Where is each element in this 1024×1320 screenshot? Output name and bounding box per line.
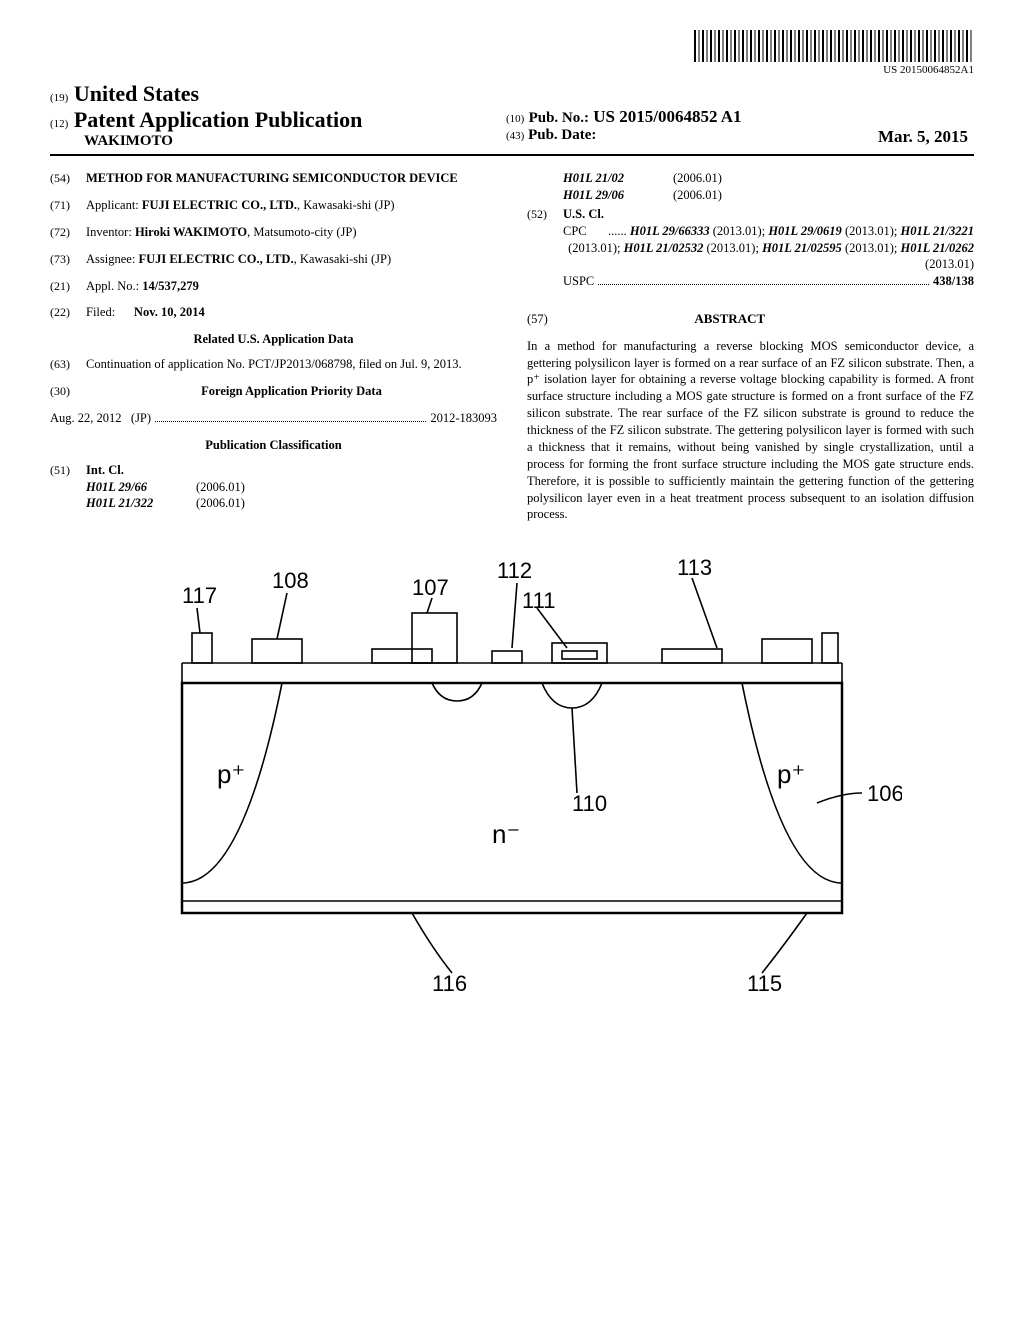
applicant-label: Applicant: <box>86 198 139 212</box>
applicant-loc: Kawasaki-shi (JP) <box>303 198 394 212</box>
assignee-label: Assignee: <box>86 252 135 266</box>
fig-label-nminus: n⁻ <box>492 819 520 849</box>
fig-label-117: 117 <box>182 583 217 608</box>
fig-label-116: 116 <box>432 971 467 993</box>
dots-icon <box>155 410 426 422</box>
num-63: (63) <box>50 356 86 373</box>
figure: 117 108 107 112 111 113 106 110 116 115 … <box>50 553 974 997</box>
pub-no-label: Pub. No.: <box>529 110 589 126</box>
cpc-block: CPC ...... H01L 29/66333 (2013.01); H01L… <box>563 223 974 274</box>
num-57: (57) <box>527 312 548 326</box>
int-cl-list-right: H01L 21/02 (2006.01) H01L 29/06 (2006.01… <box>563 170 974 204</box>
int-cl-code: H01L 21/322 <box>86 495 196 512</box>
num-30: (30) <box>50 383 86 400</box>
fa-date: Aug. 22, 2012 <box>50 410 122 427</box>
fig-label-111: 111 <box>522 588 555 613</box>
foreign-head: Foreign Application Priority Data <box>86 383 497 400</box>
us-cl-label: U.S. Cl. <box>563 206 974 223</box>
int-cl-label: Int. Cl. <box>86 462 497 479</box>
fig-label-113: 113 <box>677 555 712 580</box>
assignee-name: FUJI ELECTRIC CO., LTD. <box>138 252 293 266</box>
int-cl-code: H01L 21/02 <box>563 170 673 187</box>
num-54: (54) <box>50 170 86 187</box>
num-22: (22) <box>50 304 86 321</box>
fig-label-115: 115 <box>747 971 782 993</box>
fig-label-110: 110 <box>572 791 607 816</box>
barcode-area: US 20150064852A1 <box>50 30 974 77</box>
pub-date: Mar. 5, 2015 <box>878 127 968 147</box>
appl-no: 14/537,279 <box>142 279 199 293</box>
related-text: Continuation of application No. PCT/JP20… <box>86 356 497 373</box>
num-43: (43) <box>506 130 524 142</box>
inventor-loc: , Matsumoto-city (JP) <box>247 225 356 239</box>
barcode-lines <box>694 30 974 62</box>
fa-country: (JP) <box>131 410 151 427</box>
dots-icon <box>598 273 929 285</box>
int-cl-year: (2006.01) <box>196 479 245 496</box>
invention-title: METHOD FOR MANUFACTURING SEMICONDUCTOR D… <box>86 170 497 187</box>
num-12: (12) <box>50 118 68 130</box>
fig-label-112: 112 <box>497 558 532 583</box>
num-51: (51) <box>50 462 86 513</box>
assignee-loc: Kawasaki-shi (JP) <box>300 252 391 266</box>
applicant-name: FUJI ELECTRIC CO., LTD. <box>142 198 297 212</box>
fig-label-107: 107 <box>412 575 449 600</box>
inventor-name: Hiroki WAKIMOTO <box>135 225 247 239</box>
filed-label: Filed: <box>86 305 115 319</box>
country: United States <box>74 81 199 106</box>
related-head: Related U.S. Application Data <box>50 331 497 348</box>
int-cl-year: (2006.01) <box>196 495 245 512</box>
cpc-label: CPC <box>563 223 587 240</box>
num-52: (52) <box>527 206 563 290</box>
int-cl-list-left: H01L 29/66 (2006.01) H01L 21/322 (2006.0… <box>86 479 497 513</box>
uspc-value: 438/138 <box>933 273 974 290</box>
pub-class-head: Publication Classification <box>50 437 497 454</box>
body-columns: (54) METHOD FOR MANUFACTURING SEMICONDUC… <box>50 170 974 523</box>
num-71: (71) <box>50 197 86 214</box>
author: WAKIMOTO <box>84 133 503 150</box>
num-21: (21) <box>50 278 86 295</box>
header: (19) United States (12) Patent Applicati… <box>50 81 974 156</box>
num-10: (10) <box>506 113 524 125</box>
right-column: H01L 21/02 (2006.01) H01L 29/06 (2006.01… <box>527 170 974 523</box>
int-cl-year: (2006.01) <box>673 170 722 187</box>
abstract-text: In a method for manufacturing a reverse … <box>527 338 974 524</box>
int-cl-code: H01L 29/66 <box>86 479 196 496</box>
fig-label-106: 106 <box>867 781 902 806</box>
int-cl-year: (2006.01) <box>673 187 722 204</box>
inventor-label: Inventor: <box>86 225 132 239</box>
num-72: (72) <box>50 224 86 241</box>
uspc-line: USPC 438/138 <box>563 273 974 290</box>
fig-label-108: 108 <box>272 568 309 593</box>
publication-type: Patent Application Publication <box>74 107 362 132</box>
uspc-label: USPC <box>563 273 594 290</box>
device-cross-section: 117 108 107 112 111 113 106 110 116 115 … <box>122 553 902 993</box>
barcode: US 20150064852A1 <box>694 30 974 76</box>
barcode-text: US 20150064852A1 <box>694 64 974 76</box>
abstract-head: ABSTRACT <box>551 310 909 328</box>
pub-no: US 2015/0064852 A1 <box>593 107 741 126</box>
int-cl-code: H01L 29/06 <box>563 187 673 204</box>
filed-date: Nov. 10, 2014 <box>134 305 205 319</box>
num-19: (19) <box>50 92 68 104</box>
fig-label-pplus-right: p⁺ <box>777 759 805 789</box>
pub-date-label: Pub. Date: <box>528 127 596 143</box>
appl-no-label: Appl. No.: <box>86 279 139 293</box>
num-73: (73) <box>50 251 86 268</box>
fig-label-pplus-left: p⁺ <box>217 759 245 789</box>
fa-num: 2012-183093 <box>430 410 497 427</box>
left-column: (54) METHOD FOR MANUFACTURING SEMICONDUC… <box>50 170 497 523</box>
